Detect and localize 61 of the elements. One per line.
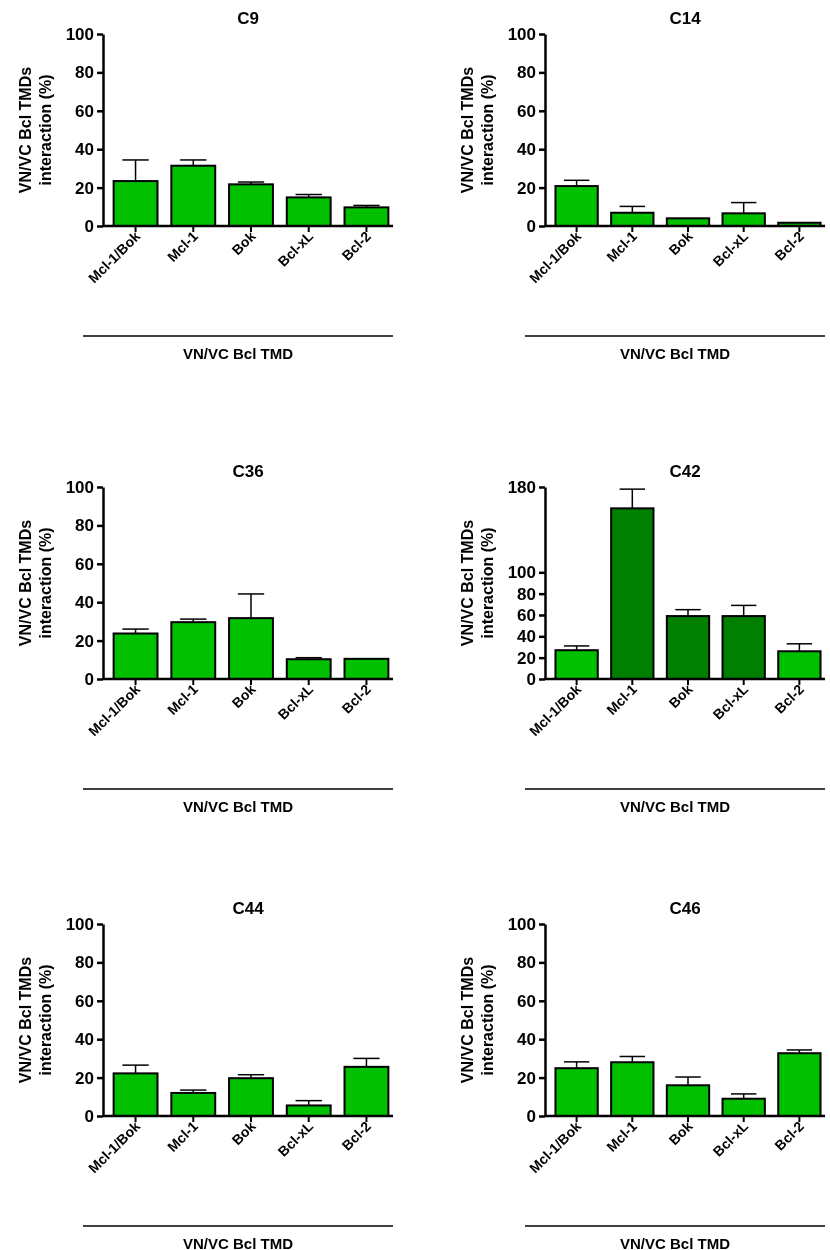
y-tick-label: 80 — [517, 953, 536, 973]
x-tick-label: Bok — [228, 1117, 259, 1149]
x-tick-label: Bok — [665, 680, 696, 712]
y-tick-label: 60 — [75, 101, 94, 121]
y-tick-label: 100 — [507, 24, 536, 44]
y-tick-label: 0 — [84, 669, 94, 689]
y-tick-label: 0 — [84, 216, 94, 236]
y-tick-label: 0 — [84, 1106, 94, 1126]
y-tick-label: 60 — [517, 101, 536, 121]
y-tick-label: 40 — [75, 593, 94, 613]
chart-title: C42 — [669, 462, 701, 481]
x-axis-title: VN/VC Bcl TMD — [182, 1235, 294, 1250]
x-axis-title: VN/VC Bcl TMD — [619, 798, 731, 815]
y-axis-title: VN/VC Bcl TMDs interaction (%) — [17, 519, 54, 647]
y-tick-label: 80 — [517, 584, 536, 604]
y-tick-label: 20 — [517, 648, 536, 668]
y-tick-label: 100 — [65, 24, 94, 44]
y-tick-label: 60 — [517, 991, 536, 1011]
y-tick-label: 40 — [517, 627, 536, 647]
y-tick-label: 0 — [526, 669, 536, 689]
x-tick-label: Bok — [665, 1117, 696, 1149]
y-tick-label: 100 — [65, 477, 94, 497]
chart-title: C9 — [237, 9, 259, 28]
y-tick-label: 60 — [75, 554, 94, 574]
x-tick-label: Bok — [665, 227, 696, 259]
y-tick-label: 20 — [75, 178, 94, 198]
y-tick-label: 80 — [75, 516, 94, 536]
y-tick-label: 20 — [75, 1068, 94, 1088]
y-tick-label: 60 — [517, 605, 536, 625]
y-tick-label: 20 — [517, 1068, 536, 1088]
y-tick-label: 0 — [526, 216, 536, 236]
x-axis-title: VN/VC Bcl TMD — [182, 345, 294, 362]
y-axis-title: VN/VC Bcl TMDs interaction (%) — [459, 519, 496, 647]
y-tick-label: 60 — [75, 991, 94, 1011]
y-tick-label: 80 — [75, 953, 94, 973]
x-axis-title: VN/VC Bcl TMD — [182, 798, 294, 815]
y-axis-title: VN/VC Bcl TMDs interaction (%) — [459, 66, 496, 194]
y-tick-label: 100 — [507, 563, 536, 583]
y-tick-label: 40 — [75, 140, 94, 160]
y-tick-label: 40 — [75, 1030, 94, 1050]
y-axis-title: VN/VC Bcl TMDs interaction (%) — [17, 956, 54, 1084]
y-tick-label: 80 — [75, 63, 94, 83]
x-axis-title: VN/VC Bcl TMD — [619, 345, 731, 362]
chart-title: C36 — [232, 462, 264, 481]
y-axis-title: VN/VC Bcl TMDs interaction (%) — [459, 956, 496, 1084]
x-tick-label: Bok — [228, 227, 259, 259]
chart-title: C44 — [232, 899, 265, 918]
y-axis-title: VN/VC Bcl TMDs interaction (%) — [17, 66, 54, 194]
y-tick-label: 100 — [507, 914, 536, 934]
y-tick-label: 20 — [517, 178, 536, 198]
y-tick-label: 40 — [517, 1030, 536, 1050]
chart-title: C46 — [669, 899, 701, 918]
y-tick-label: 80 — [517, 63, 536, 83]
y-tick-label: 40 — [517, 140, 536, 160]
x-axis-title: VN/VC Bcl TMD — [619, 1235, 731, 1250]
x-tick-label: Bok — [228, 680, 259, 712]
y-tick-label: 0 — [526, 1106, 536, 1126]
y-tick-label: 20 — [75, 631, 94, 651]
y-tick-label: 180 — [507, 477, 536, 497]
y-tick-label: 100 — [65, 914, 94, 934]
chart-title: C14 — [669, 9, 702, 28]
